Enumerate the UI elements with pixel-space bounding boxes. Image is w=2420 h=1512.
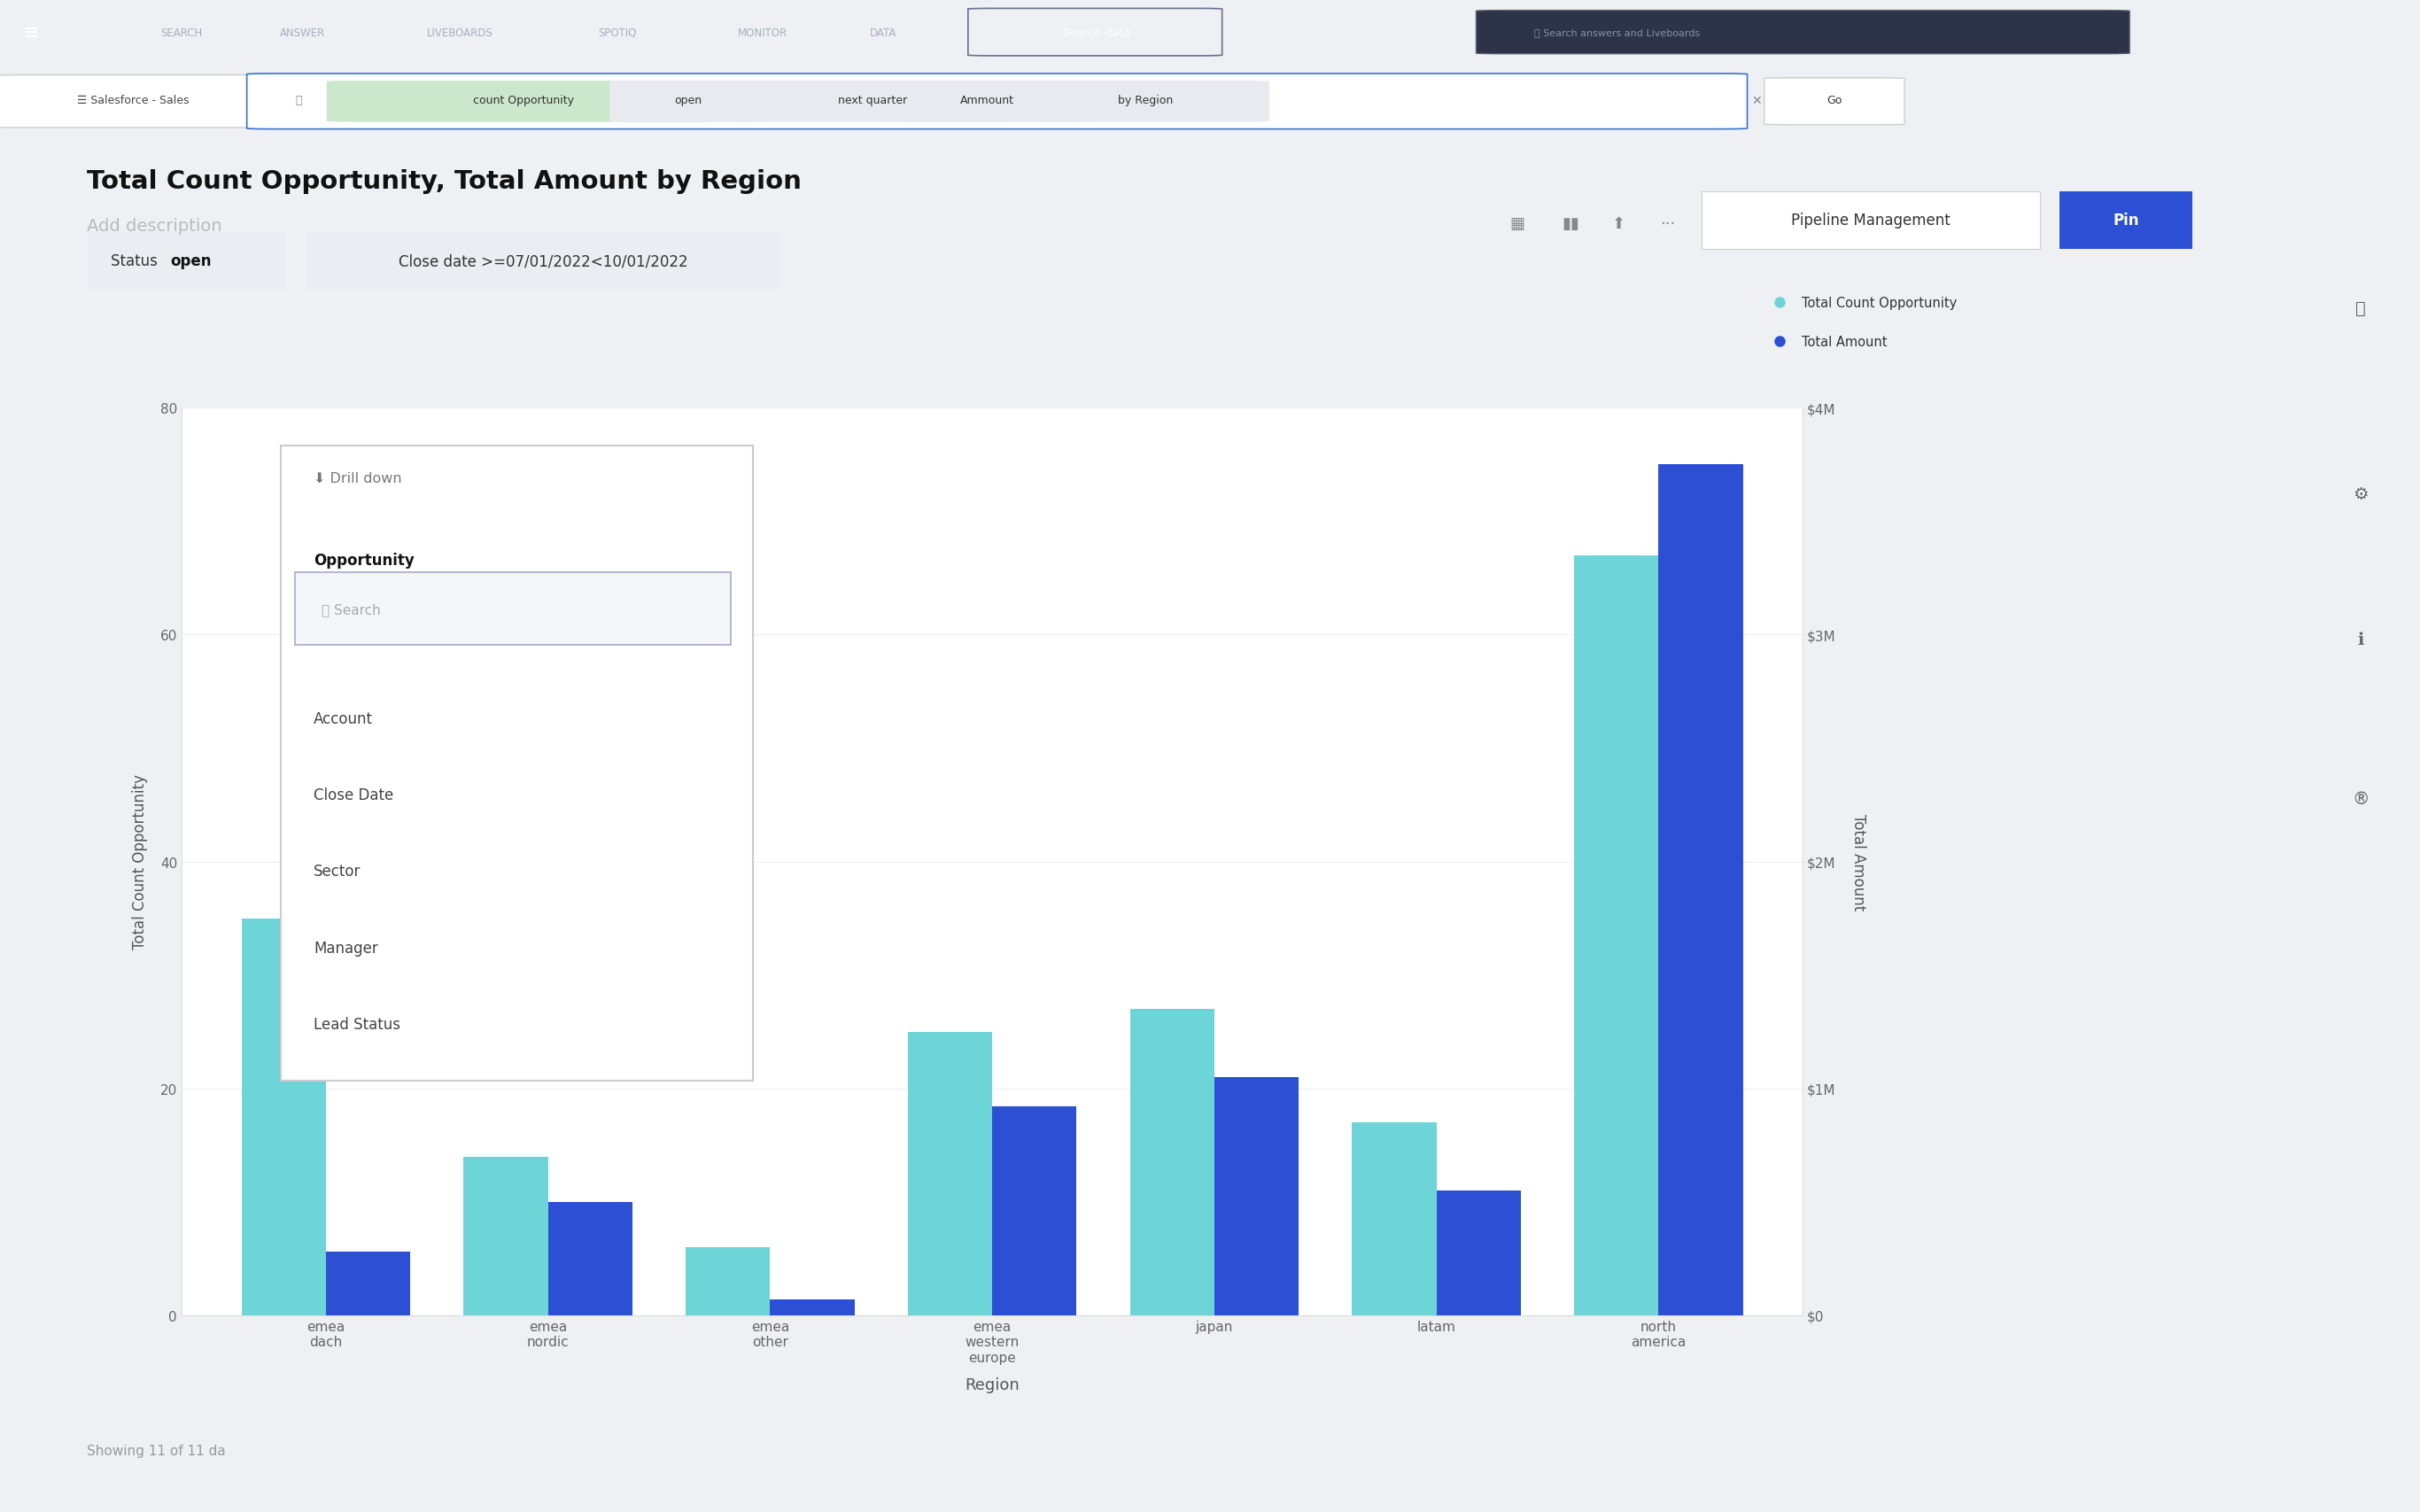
Text: SPOTIQ: SPOTIQ bbox=[598, 27, 636, 39]
Text: MONITOR: MONITOR bbox=[738, 27, 787, 39]
Text: ANSWER: ANSWER bbox=[281, 27, 324, 39]
FancyBboxPatch shape bbox=[327, 82, 721, 122]
Bar bbox=[1130, 1010, 1215, 1315]
FancyBboxPatch shape bbox=[881, 82, 1094, 122]
Text: Close date >=07/01/2022<10/01/2022: Close date >=07/01/2022<10/01/2022 bbox=[399, 254, 687, 269]
Text: Sector: Sector bbox=[315, 863, 361, 880]
Y-axis label: Total Count Opportunity: Total Count Opportunity bbox=[131, 774, 148, 950]
Bar bbox=[547, 1202, 632, 1315]
Text: ⬇ Drill down: ⬇ Drill down bbox=[315, 472, 402, 485]
Text: 🔍: 🔍 bbox=[295, 95, 302, 106]
Bar bbox=[992, 1107, 1077, 1315]
Text: Search data: Search data bbox=[1062, 27, 1130, 39]
Bar bbox=[465, 1157, 547, 1315]
Bar bbox=[1573, 556, 1658, 1315]
Bar bbox=[1215, 1077, 1300, 1315]
Text: open: open bbox=[169, 254, 211, 269]
Text: ⚙: ⚙ bbox=[2352, 485, 2369, 502]
Bar bbox=[327, 1252, 411, 1315]
Text: ▮▮: ▮▮ bbox=[1561, 216, 1580, 231]
Text: ✕: ✕ bbox=[1752, 94, 1762, 107]
FancyBboxPatch shape bbox=[1476, 11, 2130, 54]
Text: Pin: Pin bbox=[2113, 213, 2139, 228]
Text: ⬆: ⬆ bbox=[1612, 216, 1626, 231]
Text: count Opportunity: count Opportunity bbox=[472, 95, 574, 106]
FancyBboxPatch shape bbox=[1021, 82, 1268, 122]
FancyBboxPatch shape bbox=[247, 74, 1747, 130]
Text: Country: Country bbox=[315, 629, 373, 644]
Text: ℹ: ℹ bbox=[2357, 632, 2364, 649]
Text: Close Date: Close Date bbox=[315, 788, 394, 803]
Text: Pipeline Management: Pipeline Management bbox=[1791, 213, 1951, 228]
Text: by Region: by Region bbox=[1118, 95, 1174, 106]
Bar bbox=[770, 1299, 854, 1315]
Text: Add description: Add description bbox=[87, 218, 223, 234]
Text: ®: ® bbox=[2352, 791, 2369, 807]
Text: Showing 11 of 11 da: Showing 11 of 11 da bbox=[87, 1444, 225, 1458]
Text: 🔍 Search answers and Liveboards: 🔍 Search answers and Liveboards bbox=[1534, 29, 1699, 38]
Text: 📊: 📊 bbox=[2355, 301, 2367, 318]
Text: Lead Status: Lead Status bbox=[315, 1016, 402, 1031]
Text: LIVEBOARDS: LIVEBOARDS bbox=[426, 27, 494, 39]
Text: Go: Go bbox=[1827, 95, 1842, 106]
Text: DATA: DATA bbox=[869, 27, 898, 39]
Text: ☰ Salesforce - Sales: ☰ Salesforce - Sales bbox=[77, 95, 189, 106]
Bar bbox=[242, 918, 327, 1315]
Text: ≡: ≡ bbox=[24, 23, 39, 44]
Text: Account: Account bbox=[315, 711, 373, 727]
FancyBboxPatch shape bbox=[0, 76, 298, 129]
Text: ▦: ▦ bbox=[1510, 216, 1525, 231]
Bar bbox=[1437, 1191, 1520, 1315]
Text: Opportunity: Opportunity bbox=[315, 552, 414, 569]
Text: Manager: Manager bbox=[315, 940, 378, 956]
Text: ···: ··· bbox=[1660, 216, 1675, 231]
X-axis label: Region: Region bbox=[966, 1376, 1019, 1393]
FancyBboxPatch shape bbox=[610, 82, 767, 122]
Text: SEARCH: SEARCH bbox=[160, 27, 203, 39]
Bar bbox=[685, 1247, 770, 1315]
Bar bbox=[908, 1031, 992, 1315]
Text: Status: Status bbox=[111, 254, 162, 269]
Text: Total Count Opportunity, Total Amount by Region: Total Count Opportunity, Total Amount by… bbox=[87, 169, 801, 194]
Bar bbox=[1353, 1122, 1437, 1315]
Text: Ammount: Ammount bbox=[961, 95, 1014, 106]
Bar bbox=[1658, 466, 1742, 1315]
Text: next quarter: next quarter bbox=[837, 95, 908, 106]
Text: Total Count Opportunity: Total Count Opportunity bbox=[1800, 296, 1958, 310]
Text: 🔍 Search: 🔍 Search bbox=[322, 603, 380, 615]
FancyBboxPatch shape bbox=[721, 82, 1024, 122]
FancyBboxPatch shape bbox=[1764, 79, 1905, 125]
Text: open: open bbox=[675, 95, 702, 106]
Y-axis label: Total Amount: Total Amount bbox=[1851, 813, 1866, 910]
Text: Total Amount: Total Amount bbox=[1800, 336, 1888, 349]
